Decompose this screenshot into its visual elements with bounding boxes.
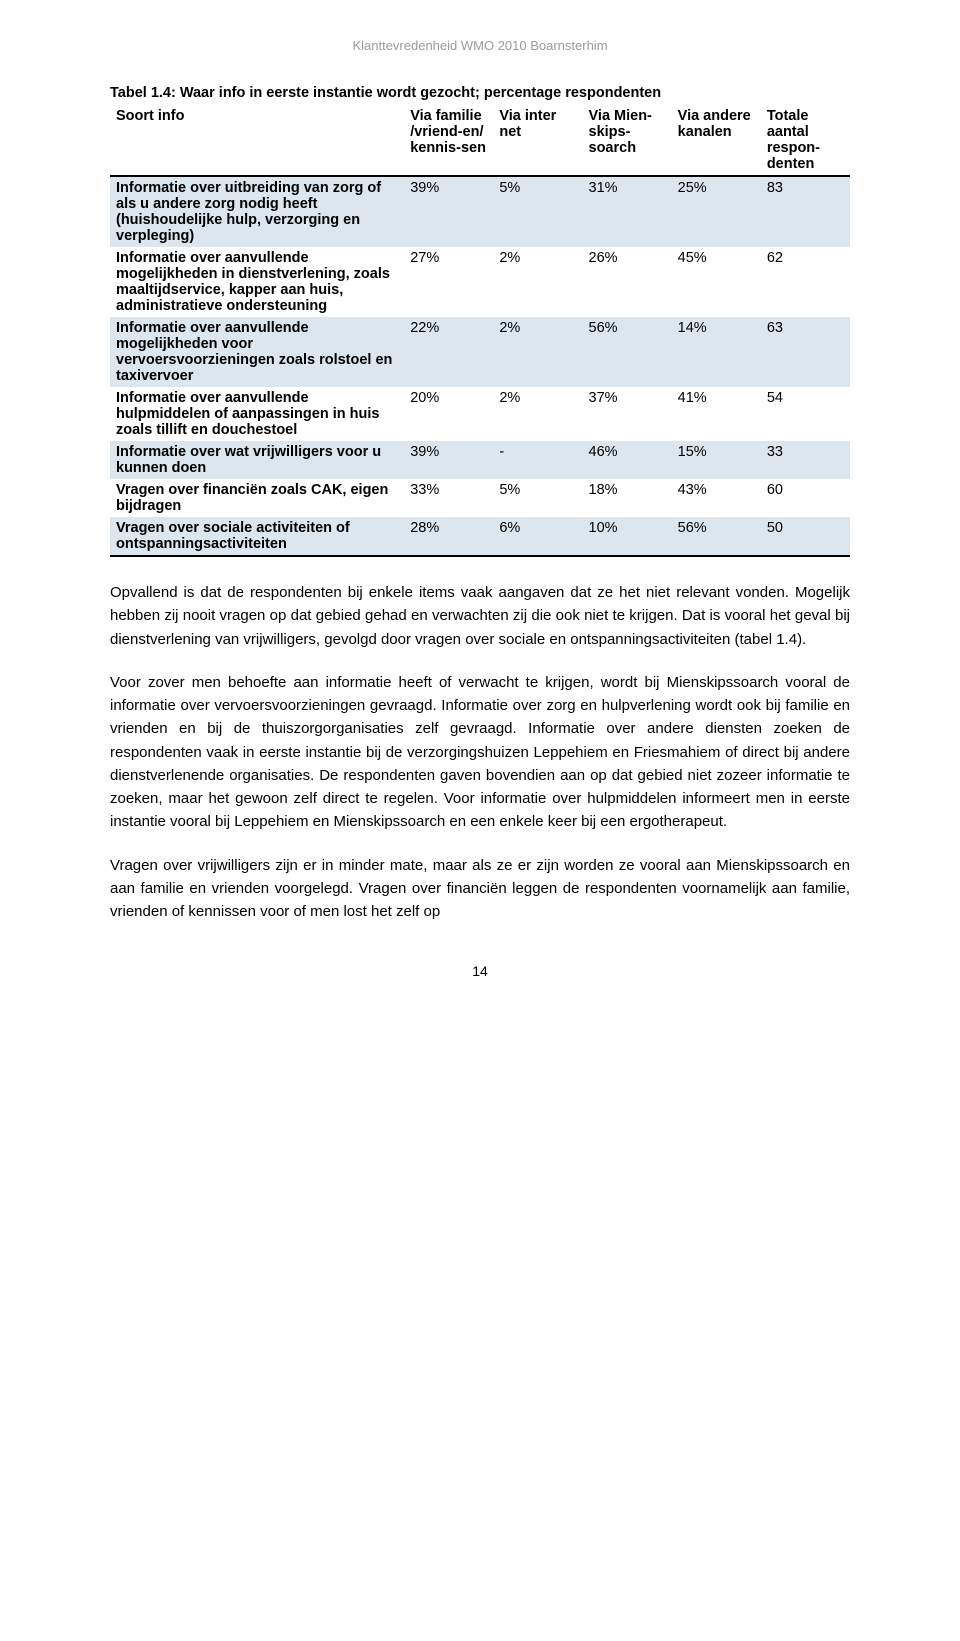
col-header-2: Via inter net [493, 105, 582, 176]
data-table: Soort info Via familie /vriend-en/ kenni… [110, 105, 850, 557]
row-label: Informatie over aanvullende mogelijkhede… [110, 247, 404, 317]
row-value: 56% [583, 317, 672, 387]
row-value: 5% [493, 176, 582, 247]
row-value: 33% [404, 479, 493, 517]
row-value: 5% [493, 479, 582, 517]
row-value: 41% [672, 387, 761, 441]
row-value: 39% [404, 441, 493, 479]
row-value: 26% [583, 247, 672, 317]
row-value: 27% [404, 247, 493, 317]
body-text: Opvallend is dat de respondenten bij enk… [110, 581, 850, 923]
row-value: 46% [583, 441, 672, 479]
row-label: Informatie over wat vrijwilligers voor u… [110, 441, 404, 479]
row-value: 10% [583, 517, 672, 556]
row-value: 25% [672, 176, 761, 247]
row-value: 56% [672, 517, 761, 556]
row-value: 20% [404, 387, 493, 441]
table-body: Informatie over uitbreiding van zorg of … [110, 176, 850, 556]
table-header: Soort info Via familie /vriend-en/ kenni… [110, 105, 850, 176]
row-value: 60 [761, 479, 850, 517]
row-value: 37% [583, 387, 672, 441]
col-header-4: Via andere kanalen [672, 105, 761, 176]
table-row: Informatie over aanvullende mogelijkhede… [110, 317, 850, 387]
row-value: - [493, 441, 582, 479]
paragraph-2: Voor zover men behoefte aan informatie h… [110, 671, 850, 834]
page-number: 14 [110, 963, 850, 979]
row-label: Vragen over sociale activiteiten of onts… [110, 517, 404, 556]
row-label: Informatie over aanvullende mogelijkhede… [110, 317, 404, 387]
col-header-5: Totale aantal respon-denten [761, 105, 850, 176]
running-head: Klanttevredenheid WMO 2010 Boarnsterhim [110, 38, 850, 53]
table-row: Vragen over sociale activiteiten of onts… [110, 517, 850, 556]
row-value: 31% [583, 176, 672, 247]
paragraph-3: Vragen over vrijwilligers zijn er in min… [110, 854, 850, 924]
row-value: 83 [761, 176, 850, 247]
row-value: 39% [404, 176, 493, 247]
paragraph-1: Opvallend is dat de respondenten bij enk… [110, 581, 850, 651]
row-value: 50 [761, 517, 850, 556]
page: Klanttevredenheid WMO 2010 Boarnsterhim … [0, 0, 960, 1039]
row-value: 2% [493, 387, 582, 441]
row-value: 2% [493, 317, 582, 387]
row-value: 45% [672, 247, 761, 317]
table-caption: Tabel 1.4: Waar info in eerste instantie… [110, 85, 850, 101]
row-value: 22% [404, 317, 493, 387]
table-row: Informatie over wat vrijwilligers voor u… [110, 441, 850, 479]
row-value: 54 [761, 387, 850, 441]
row-value: 62 [761, 247, 850, 317]
row-label: Informatie over uitbreiding van zorg of … [110, 176, 404, 247]
row-value: 33 [761, 441, 850, 479]
row-label: Vragen over financiën zoals CAK, eigen b… [110, 479, 404, 517]
row-value: 63 [761, 317, 850, 387]
row-value: 18% [583, 479, 672, 517]
table-row: Informatie over uitbreiding van zorg of … [110, 176, 850, 247]
table-row: Vragen over financiën zoals CAK, eigen b… [110, 479, 850, 517]
row-value: 6% [493, 517, 582, 556]
row-value: 43% [672, 479, 761, 517]
row-value: 28% [404, 517, 493, 556]
row-value: 2% [493, 247, 582, 317]
col-header-3: Via Mien-skips-soarch [583, 105, 672, 176]
row-label: Informatie over aanvullende hulpmiddelen… [110, 387, 404, 441]
row-value: 15% [672, 441, 761, 479]
table-row: Informatie over aanvullende mogelijkhede… [110, 247, 850, 317]
col-header-1: Via familie /vriend-en/ kennis-sen [404, 105, 493, 176]
row-value: 14% [672, 317, 761, 387]
col-header-label: Soort info [110, 105, 404, 176]
table-row: Informatie over aanvullende hulpmiddelen… [110, 387, 850, 441]
